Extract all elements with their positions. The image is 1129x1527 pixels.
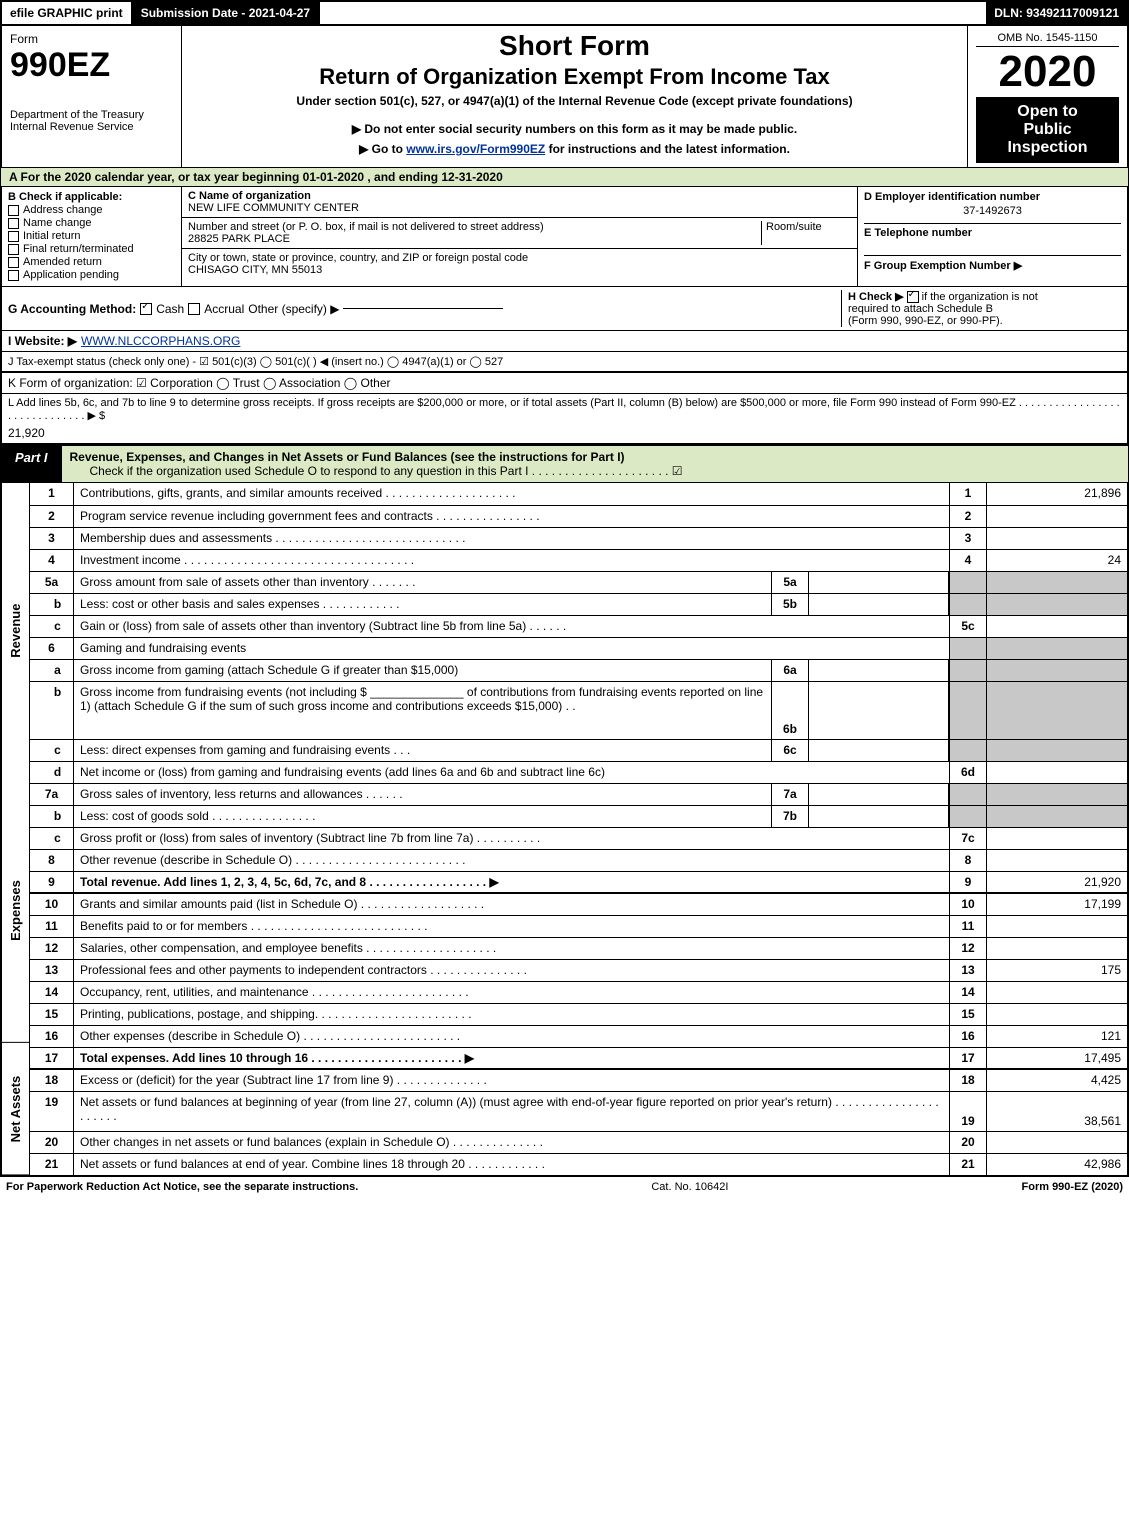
c-city-label: City or town, state or province, country… [188, 252, 851, 264]
l-text: L Add lines 5b, 6c, and 7b to line 9 to … [8, 397, 1121, 422]
cb-amended-return[interactable]: Amended return [8, 256, 175, 268]
ein-value: 37-1492673 [864, 205, 1121, 217]
line-13: 13Professional fees and other payments t… [30, 959, 1127, 981]
open-to-public: Open to Public Inspection [976, 97, 1119, 163]
side-expenses: Expenses [2, 779, 30, 1043]
e-tel-label: E Telephone number [864, 227, 1121, 239]
org-street: 28825 PARK PLACE [188, 233, 755, 245]
part-i-title: Revenue, Expenses, and Changes in Net As… [62, 446, 1128, 482]
top-bar: efile GRAPHIC print Submission Date - 20… [0, 0, 1129, 26]
section-a-tax-year: A For the 2020 calendar year, or tax yea… [0, 167, 1129, 187]
section-b: B Check if applicable: Address change Na… [2, 187, 182, 286]
room-suite-label: Room/suite [761, 221, 851, 245]
other-specify-line[interactable] [343, 308, 503, 309]
cb-cash[interactable] [140, 303, 152, 315]
cb-accrual[interactable] [188, 303, 200, 315]
d-ein-label: D Employer identification number [864, 191, 1121, 203]
cb-initial-return[interactable]: Initial return [8, 230, 175, 242]
line-6c: cLess: direct expenses from gaming and f… [30, 739, 1127, 761]
g-label: G Accounting Method: [8, 302, 136, 316]
line-5c: cGain or (loss) from sale of assets othe… [30, 615, 1127, 637]
footer-form: Form 990-EZ (2020) [1022, 1181, 1124, 1193]
line-21: 21Net assets or fund balances at end of … [30, 1153, 1127, 1175]
cb-final-return[interactable]: Final return/terminated [8, 243, 175, 255]
line-20: 20Other changes in net assets or fund ba… [30, 1131, 1127, 1153]
line-18: 18Excess or (deficit) for the year (Subt… [30, 1069, 1127, 1091]
line-14: 14Occupancy, rent, utilities, and mainte… [30, 981, 1127, 1003]
row-i: I Website: ▶ WWW.NLCCORPHANS.ORG [0, 331, 1129, 352]
part-i-header: Part I Revenue, Expenses, and Changes in… [0, 445, 1129, 483]
line-2: 2Program service revenue including gover… [30, 505, 1127, 527]
line-5a: 5aGross amount from sale of assets other… [30, 571, 1127, 593]
org-name: NEW LIFE COMMUNITY CENTER [188, 202, 851, 214]
line-17: 17Total expenses. Add lines 10 through 1… [30, 1047, 1127, 1069]
line-6a: aGross income from gaming (attach Schedu… [30, 659, 1127, 681]
side-net-assets: Net Assets [2, 1043, 30, 1175]
line-19: 19Net assets or fund balances at beginni… [30, 1091, 1127, 1131]
row-l: L Add lines 5b, 6c, and 7b to line 9 to … [0, 394, 1129, 445]
footer-left: For Paperwork Reduction Act Notice, see … [6, 1181, 358, 1193]
cb-h-not-required[interactable] [907, 291, 919, 303]
website-link[interactable]: WWW.NLCCORPHANS.ORG [81, 334, 240, 348]
l-amount: 21,920 [8, 426, 45, 440]
line-3: 3Membership dues and assessments . . . .… [30, 527, 1127, 549]
footer-catno: Cat. No. 10642I [358, 1181, 1021, 1193]
side-revenue: Revenue [2, 483, 30, 779]
c-name-label: C Name of organization [188, 190, 851, 202]
row-k: K Form of organization: ☑ Corporation ◯ … [0, 373, 1129, 394]
f-group-label: F Group Exemption Number ▶ [864, 259, 1121, 272]
line-6d: dNet income or (loss) from gaming and fu… [30, 761, 1127, 783]
section-def: D Employer identification number 37-1492… [857, 187, 1127, 286]
line-8: 8Other revenue (describe in Schedule O) … [30, 849, 1127, 871]
line-6b: bGross income from fundraising events (n… [30, 681, 1127, 739]
j-text: J Tax-exempt status (check only one) - ☑… [8, 355, 503, 368]
org-info-block: B Check if applicable: Address change Na… [0, 187, 1129, 286]
dln: DLN: 93492117009121 [986, 2, 1127, 24]
omb-number: OMB No. 1545-1150 [976, 30, 1119, 47]
lines-container: 1Contributions, gifts, grants, and simil… [30, 483, 1127, 1175]
note-goto: ▶ Go to www.irs.gov/Form990EZ for instru… [190, 142, 959, 156]
line-9: 9Total revenue. Add lines 1, 2, 3, 4, 5c… [30, 871, 1127, 893]
k-text: K Form of organization: ☑ Corporation ◯ … [8, 376, 391, 390]
line-11: 11Benefits paid to or for members . . . … [30, 915, 1127, 937]
line-10: 10Grants and similar amounts paid (list … [30, 893, 1127, 915]
cb-address-change[interactable]: Address change [8, 204, 175, 216]
c-street-label: Number and street (or P. O. box, if mail… [188, 221, 755, 233]
line-7a: 7aGross sales of inventory, less returns… [30, 783, 1127, 805]
i-label: I Website: ▶ [8, 334, 77, 348]
title-return: Return of Organization Exempt From Incom… [190, 64, 959, 90]
line-15: 15Printing, publications, postage, and s… [30, 1003, 1127, 1025]
dept-line1: Department of the Treasury [10, 109, 173, 121]
subtitle: Under section 501(c), 527, or 4947(a)(1)… [190, 94, 959, 108]
line-1: 1Contributions, gifts, grants, and simil… [30, 483, 1127, 505]
section-h: H Check ▶ if the organization is not req… [841, 290, 1121, 327]
b-heading: B Check if applicable: [8, 191, 175, 203]
form-header: Form 990EZ Department of the Treasury In… [0, 26, 1129, 167]
row-j: J Tax-exempt status (check only one) - ☑… [0, 352, 1129, 372]
line-6: 6Gaming and fundraising events [30, 637, 1127, 659]
line-16: 16Other expenses (describe in Schedule O… [30, 1025, 1127, 1047]
line-12: 12Salaries, other compensation, and empl… [30, 937, 1127, 959]
line-5b: bLess: cost or other basis and sales exp… [30, 593, 1127, 615]
line-7c: cGross profit or (loss) from sales of in… [30, 827, 1127, 849]
form-word: Form [10, 32, 173, 46]
page-footer: For Paperwork Reduction Act Notice, see … [0, 1177, 1129, 1197]
section-c: C Name of organization NEW LIFE COMMUNIT… [182, 187, 857, 286]
submission-date: Submission Date - 2021-04-27 [133, 2, 320, 24]
form-number: 990EZ [10, 46, 173, 85]
tax-year: 2020 [976, 47, 1119, 97]
cb-name-change[interactable]: Name change [8, 217, 175, 229]
row-g-h: G Accounting Method: Cash Accrual Other … [0, 287, 1129, 331]
irs-link[interactable]: www.irs.gov/Form990EZ [406, 142, 545, 156]
dept-line2: Internal Revenue Service [10, 121, 173, 133]
note-ssn: ▶ Do not enter social security numbers o… [190, 122, 959, 136]
efile-label: efile GRAPHIC print [2, 2, 133, 24]
part-i-tab: Part I [1, 446, 62, 482]
title-short-form: Short Form [190, 30, 959, 62]
cb-application-pending[interactable]: Application pending [8, 269, 175, 281]
line-7b: bLess: cost of goods sold . . . . . . . … [30, 805, 1127, 827]
org-city: CHISAGO CITY, MN 55013 [188, 264, 851, 276]
line-4: 4Investment income . . . . . . . . . . .… [30, 549, 1127, 571]
part-i-table: Revenue Expenses Net Assets 1Contributio… [0, 483, 1129, 1177]
